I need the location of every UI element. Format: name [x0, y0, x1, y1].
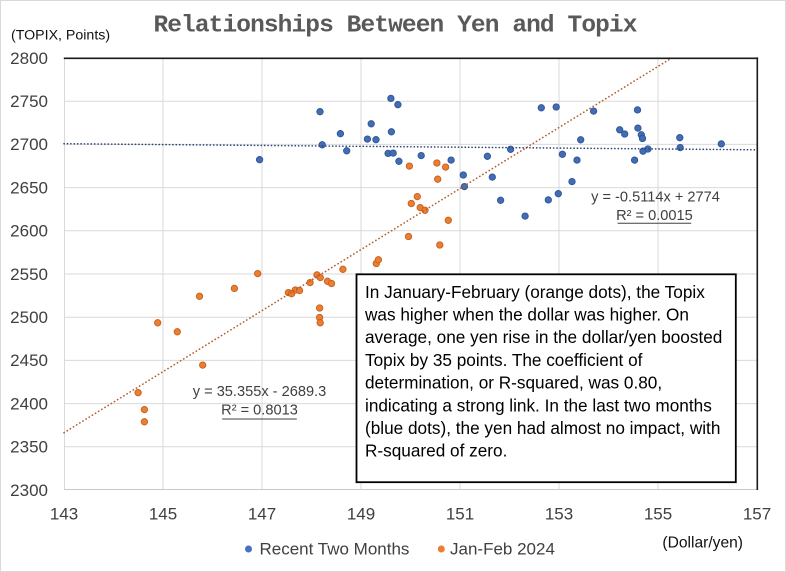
svg-text:determination, or R-squared, w: determination, or R-squared, was 0.80, [365, 373, 662, 393]
svg-text:2700: 2700 [10, 135, 48, 154]
svg-text:2300: 2300 [10, 481, 48, 500]
svg-text:157: 157 [743, 505, 771, 524]
svg-text:2450: 2450 [10, 351, 48, 370]
svg-text:R² = 0.0015: R² = 0.0015 [616, 208, 693, 224]
svg-text:y = 35.355x - 2689.3: y = 35.355x - 2689.3 [193, 384, 326, 400]
svg-text:147: 147 [248, 505, 276, 524]
svg-text:2400: 2400 [10, 394, 48, 413]
svg-text:2750: 2750 [10, 92, 48, 111]
svg-text:Topix by 35 points. The coeffi: Topix by 35 points. The coefficient of [365, 350, 643, 370]
svg-text:145: 145 [149, 505, 177, 524]
svg-text:(Dollar/yen): (Dollar/yen) [662, 535, 743, 552]
svg-text:Relationships Between Yen and: Relationships Between Yen and Topix [153, 13, 637, 40]
svg-text:R-squared of zero.: R-squared of zero. [365, 441, 507, 461]
svg-text:2550: 2550 [10, 265, 48, 284]
svg-text:2350: 2350 [10, 438, 48, 457]
svg-text:y = -0.5114x + 2774: y = -0.5114x + 2774 [591, 190, 720, 206]
svg-text:was higher when the dollar was: was higher when the dollar was higher. O… [364, 305, 689, 325]
svg-text:2650: 2650 [10, 178, 48, 197]
svg-text:149: 149 [347, 505, 375, 524]
svg-text:R² = 0.8013: R² = 0.8013 [221, 403, 298, 419]
svg-text:2800: 2800 [10, 49, 48, 68]
svg-text:2600: 2600 [10, 222, 48, 241]
svg-text:(blue dots), the yen had almos: (blue dots), the yen had almost no impac… [365, 418, 720, 438]
svg-text:average, one yen rise in the d: average, one yen rise in the dollar/yen … [365, 327, 722, 347]
svg-text:Recent Two Months: Recent Two Months [260, 540, 410, 559]
svg-text:143: 143 [50, 505, 78, 524]
svg-text:In January-February (orange do: In January-February (orange dots), the T… [365, 282, 705, 302]
svg-text:153: 153 [545, 505, 573, 524]
svg-text:2500: 2500 [10, 308, 48, 327]
svg-text:Jan-Feb 2024: Jan-Feb 2024 [450, 540, 555, 559]
svg-text:151: 151 [446, 505, 474, 524]
svg-text:155: 155 [644, 505, 672, 524]
svg-text:indicating a strong link. In t: indicating a strong link. In the last tw… [365, 395, 712, 415]
svg-text:(TOPIX, Points): (TOPIX, Points) [11, 28, 110, 44]
